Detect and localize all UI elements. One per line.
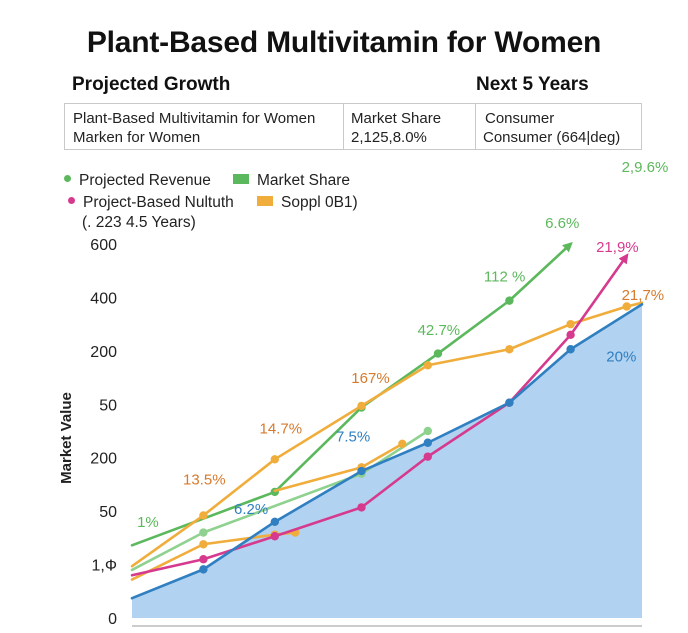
y-axis-label: Market Value [58,392,75,484]
y-tick-label: 1,Ф [91,558,117,575]
series-point-3 [505,345,514,354]
legend-bar-icon [233,173,249,184]
series-point-3 [357,401,366,411]
data-label: 1% [137,514,159,531]
series-point-1 [423,426,432,436]
series-line-0 [130,241,573,547]
legend-dot-icon [64,175,71,183]
series-line-2 [130,253,629,577]
data-label: 167% [351,370,389,387]
y-tick-label: 200 [90,451,117,468]
series-point-6 [357,466,366,476]
info-cell: Plant-Based Multivitamin for Women [73,110,316,127]
info-cell: Consumer [485,110,555,127]
series-point-1 [199,528,208,537]
info-cell: Marken for Women [73,129,201,146]
legend-item-market-share: Market Share [233,172,350,190]
legend-dot-icon [68,197,75,205]
series-point-6 [270,517,279,527]
series-point-3 [566,319,575,329]
data-label: 14.7% [260,421,303,438]
data-label: 42.7% [418,322,461,339]
y-tick-label: 50 [99,397,117,414]
subtitle-right: Next 5 Years [476,74,589,95]
subtitle-left: Projected Growth [72,74,231,95]
series-point-2 [423,452,432,461]
y-tick-label: 200 [90,344,117,361]
legend-bar-icon [257,195,273,206]
info-cell: Consumer (664|deg) [483,129,621,146]
series-point-2 [357,503,366,512]
series-point-5 [398,439,407,449]
legend-label: Projected Revenue [79,172,211,189]
info-cell: 2,125,8.0% [351,129,427,146]
series-point-6 [566,345,575,354]
series-point-0 [505,296,514,305]
data-label: 7.5% [336,429,370,446]
data-label: 13.5% [183,471,226,488]
y-tick-label: 600 [90,237,117,254]
info-divider [475,104,476,149]
series-point-4 [199,540,208,549]
series-point-3 [423,361,432,370]
legend-item-soppl: Soppl 0B1) [257,194,358,212]
chart-title: Plant-Based Multivitamin for Women [86,26,602,59]
legend-note: (. 223 4.5 Years) [82,214,196,231]
series-point-6 [423,438,432,447]
y-tick-label: 400 [90,290,117,307]
y-tick-label: 50 [99,504,117,521]
data-label: 6.6% [545,215,579,232]
legend-item-project-based: Project-Based Nultuth [68,194,234,212]
series-point-6 [199,565,208,574]
info-col-consumer: Consumer Consumer (664|deg) [483,104,639,149]
data-label: 112 % [484,268,525,285]
legend-label: Project-Based Nultuth [83,194,234,211]
info-col-share: Market Share 2,125,8.0% [351,104,471,149]
legend-label: Market Share [257,172,351,189]
info-table: Plant-Based Multivitamin for Women Marke… [64,103,642,150]
data-label: 21,7% [622,287,665,304]
info-cell: Market Share [351,110,442,127]
y-tick-label: 0 [108,611,117,628]
series-line-1 [130,429,430,572]
data-label: 6.2% [234,501,268,518]
series-point-2 [566,330,575,340]
data-label: 20% [606,349,636,366]
series-point-3 [622,302,631,311]
series-point-2 [270,532,279,541]
data-label: 2,9.6% [622,159,669,176]
series-point-6 [505,398,514,407]
legend-item-projected-revenue: Projected Revenue [64,172,211,190]
info-col-product: Plant-Based Multivitamin for Women Marke… [73,104,343,149]
info-divider [343,104,344,149]
series-point-3 [199,511,208,520]
series-point-2 [199,555,208,564]
series-point-3 [270,455,279,464]
data-label: 21,9% [596,239,639,256]
series-point-0 [433,349,443,358]
series-line-6 [130,303,644,600]
legend-label: Soppl 0B1) [281,194,358,211]
